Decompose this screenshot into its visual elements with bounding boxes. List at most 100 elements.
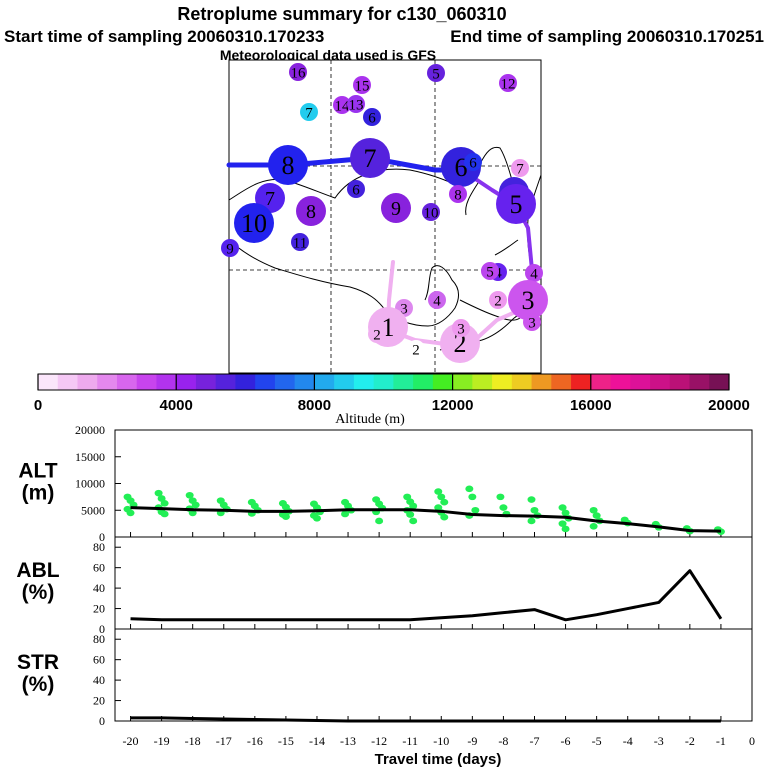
marker-dot [511,159,529,177]
colorbar-swatch [472,374,493,390]
marker-label: 11 [293,235,307,251]
scatter-point [561,525,570,533]
x-tick-label: -2 [685,734,695,748]
panel-alt: ALT(m) 0 5000 10000 15000 20000 [18,423,753,544]
colorbar-swatch [235,374,256,390]
marker-dot [428,291,446,309]
sampling-end: End time of sampling 20060310.170251 [450,27,764,46]
marker-label: 7 [364,144,377,173]
y-tick-label: 5000 [81,503,105,517]
scatter-point [434,488,443,495]
marker-label: 3 [457,321,465,337]
panel-ylabel: ALT [18,460,57,483]
trajectory-marker: 15 [353,76,371,94]
marker-dot [508,280,548,320]
colorbar-swatch [77,374,98,390]
marker-label: 12 [501,76,516,92]
marker-dot [449,185,467,203]
marker-dot [368,325,386,343]
trajectory-marker: 2 [368,325,386,343]
colorbar-swatch [492,374,513,390]
colorbar-swatch [373,374,394,390]
colorbar-swatch [432,374,453,390]
colorbar-tick-label: 12000 [432,397,474,414]
scatter-point [465,485,474,493]
scatter-point [499,504,508,511]
marker-label: 16 [291,65,307,81]
y-tick-label: 40 [93,673,105,687]
trajectory-marker: 13 [347,95,365,113]
x-tick-label: -17 [216,734,232,748]
colorbar-swatch [353,374,375,390]
panel-ylabel: ABL [16,559,59,582]
trajectory-marker: 3 [452,319,470,337]
trajectory-marker: 14 [333,96,351,114]
marker-label: 2 [373,327,381,343]
scatter-point [558,520,567,527]
trajectory-marker: 8 [449,185,467,203]
x-tick-label: -13 [340,734,356,748]
trajectory-marker: 7 [300,103,318,121]
marker-label: 6 [368,110,376,126]
marker-dot [499,74,517,92]
scatter-point [160,510,169,518]
marker-dot [407,340,425,358]
marker-label: 4 [433,293,441,309]
colorbar-swatch [452,374,473,390]
trajectory-markers: 1615512714136876677698108109116545433341… [221,63,548,363]
trajectory-marker: 7 [350,138,390,178]
scatter-point [375,517,384,525]
trajectory-marker: 5 [496,184,536,224]
x-tick-label: -20 [123,734,139,748]
marker-dot [489,291,507,309]
series-line [130,569,723,622]
marker-dot [523,313,541,331]
marker-label: 10 [241,209,267,238]
colorbar-swatch [630,374,651,390]
colorbar-swatch [176,374,197,390]
marker-dot [333,96,351,114]
y-tick-label: 20 [93,602,105,616]
colorbar-swatch [57,374,78,390]
colorbar-swatch [551,374,572,390]
marker-dot [496,184,536,224]
scatter-point [185,491,194,499]
colorbar-swatch [650,374,671,390]
panel-str: STR(%) 0 20 40 60 80 [17,628,753,728]
colorbar-swatch [709,374,730,390]
scatter-point [312,514,321,522]
colorbar-swatch [531,374,552,390]
x-tick-label: -11 [402,734,418,748]
scatter-point [409,502,418,510]
marker-dot [234,203,274,243]
series-line [130,506,721,533]
y-tick-label: 10000 [75,477,105,491]
trajectory-marker: 16 [289,63,307,81]
y-tick-label: 0 [99,714,105,728]
marker-label: 13 [349,97,364,113]
trajectory-marker: 10 [234,203,274,243]
trajectory-map: 1615512714136876677698108109116545433341… [221,59,548,374]
trajectory-marker: 8 [296,196,326,226]
altitude-colorbar: 0 4000 8000 12000 16000 20000 [34,373,750,414]
colorbar-swatch [511,374,532,390]
panel-ylabel: (m) [22,482,55,505]
marker-dot [363,108,381,126]
marker-label: 2 [412,342,420,358]
x-tick-label: -16 [247,734,263,748]
colorbar-tick-label: 0 [34,397,42,414]
scatter-point [191,501,200,509]
trajectory-marker: 3 [523,313,541,331]
scatter-point [437,493,446,501]
trajectory-marker: 8 [268,145,308,185]
marker-label: 10 [424,205,439,221]
marker-dot [422,203,440,221]
panel-ylabel: STR [17,651,59,674]
marker-label: 5 [432,66,440,82]
panel-frame [114,536,753,630]
scatter-point [589,506,598,514]
marker-dot [481,262,499,280]
marker-dot [291,233,309,251]
marker-label: 5 [510,190,523,219]
